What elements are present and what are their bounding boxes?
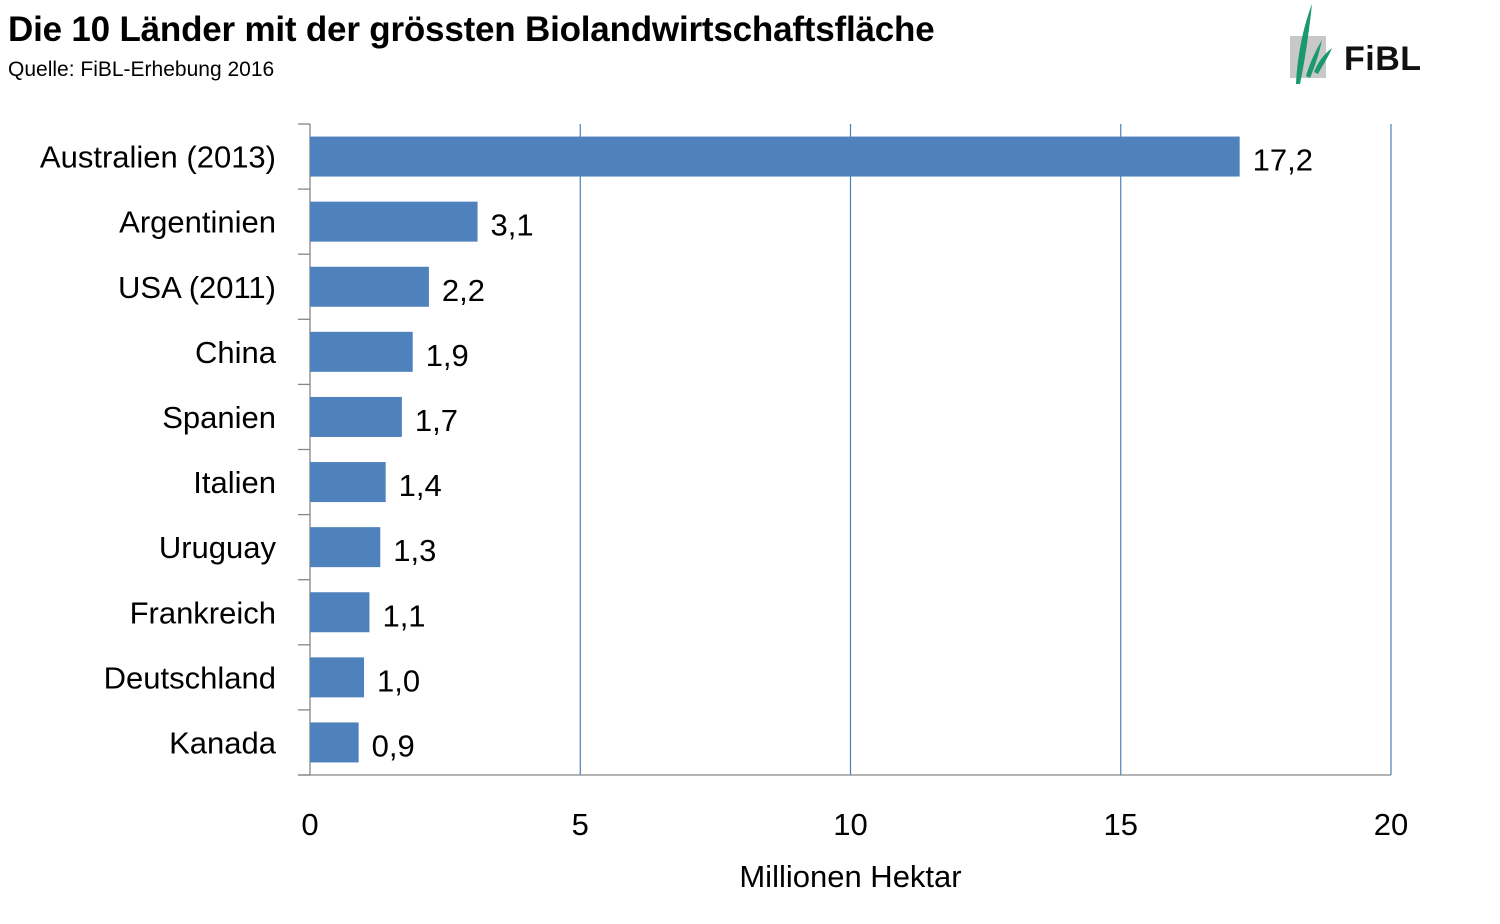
- data-label: 1,4: [399, 468, 442, 503]
- category-label: Argentinien: [119, 205, 276, 240]
- bar: [310, 527, 381, 568]
- bar: [310, 722, 359, 763]
- bar: [310, 396, 402, 437]
- data-label: 1,9: [426, 338, 469, 373]
- category-label: USA (2011): [118, 270, 276, 305]
- data-label: 0,9: [372, 728, 415, 763]
- bar: [310, 462, 386, 503]
- data-label: 17,2: [1253, 143, 1313, 178]
- x-tick-label: 20: [1374, 807, 1408, 842]
- bar: [310, 201, 478, 242]
- chart-subtitle: Quelle: FiBL-Erhebung 2016: [8, 58, 275, 81]
- data-label: 1,1: [382, 598, 425, 633]
- category-label: Frankreich: [130, 595, 276, 630]
- category-label: Australien (2013): [40, 140, 276, 175]
- category-label: China: [195, 335, 277, 370]
- bar: [310, 331, 413, 372]
- bar: [310, 266, 429, 307]
- category-label: Italien: [193, 465, 276, 500]
- fibl-leaf-logo-icon: [1290, 4, 1332, 84]
- x-tick-label: 0: [301, 807, 318, 842]
- x-axis-title: Millionen Hektar: [739, 859, 961, 894]
- category-label: Uruguay: [159, 530, 277, 565]
- bar: [310, 657, 365, 698]
- category-label: Kanada: [169, 725, 277, 760]
- chart-title: Die 10 Länder mit der grössten Biolandwi…: [8, 10, 935, 49]
- data-label: 1,7: [415, 403, 458, 438]
- bar: [310, 592, 370, 633]
- data-label: 1,3: [393, 533, 436, 568]
- x-tick-label: 10: [833, 807, 867, 842]
- data-label: 2,2: [442, 273, 485, 308]
- category-label: Spanien: [162, 400, 276, 435]
- x-tick-label: 5: [572, 807, 589, 842]
- logo-text: FiBL: [1344, 40, 1422, 78]
- category-label: Deutschland: [104, 660, 276, 695]
- data-label: 3,1: [491, 208, 534, 243]
- bar: [310, 136, 1240, 177]
- data-label: 1,0: [377, 663, 420, 698]
- x-tick-label: 15: [1104, 807, 1138, 842]
